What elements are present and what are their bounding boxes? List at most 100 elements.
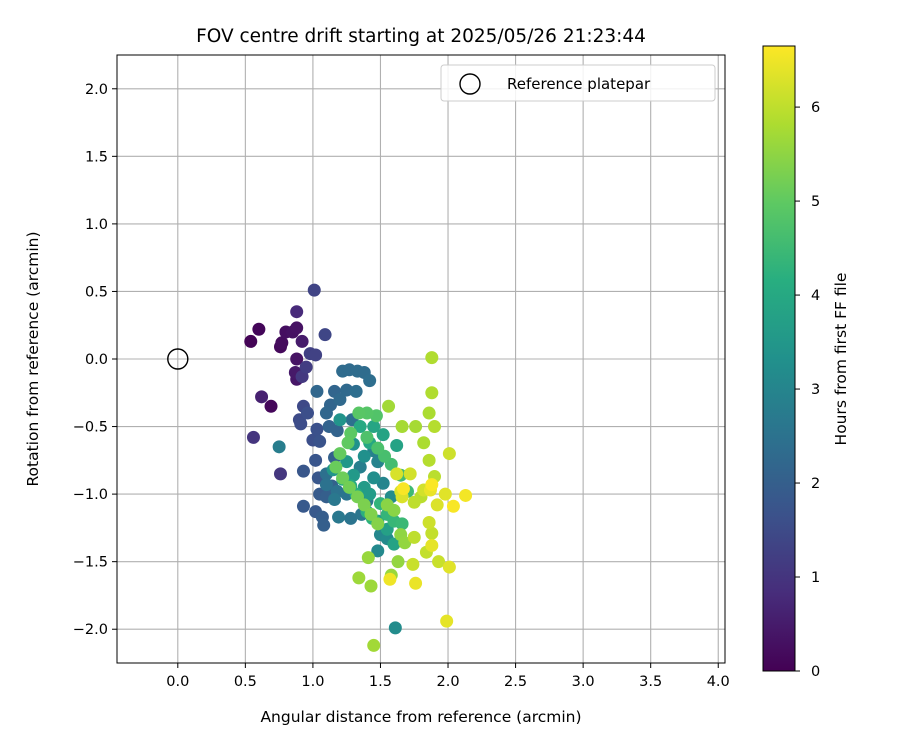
data-point bbox=[371, 441, 385, 455]
data-point bbox=[395, 420, 409, 434]
y-tick-label: −1.0 bbox=[73, 487, 108, 503]
data-point bbox=[406, 557, 420, 571]
x-tick-label: 3.0 bbox=[572, 674, 595, 690]
chart-title: FOV centre drift starting at 2025/05/26 … bbox=[196, 26, 646, 47]
data-point bbox=[329, 460, 343, 474]
data-point bbox=[407, 495, 421, 509]
data-point bbox=[252, 322, 266, 336]
data-point bbox=[310, 384, 324, 398]
data-point bbox=[290, 352, 304, 366]
data-point bbox=[430, 498, 444, 512]
y-tick-label: 1.0 bbox=[85, 217, 108, 233]
data-point bbox=[383, 572, 397, 586]
y-tick-label: −1.5 bbox=[73, 555, 108, 571]
data-point bbox=[387, 537, 401, 551]
data-point bbox=[425, 538, 439, 552]
data-point bbox=[432, 555, 446, 569]
y-tick-label: 1.5 bbox=[85, 149, 108, 165]
colorbar-tick-label: 2 bbox=[811, 476, 820, 492]
data-point bbox=[299, 360, 313, 374]
data-point bbox=[428, 420, 442, 434]
colorbar-label: Hours from first FF file bbox=[832, 273, 850, 446]
x-tick-label: 0.5 bbox=[234, 674, 257, 690]
data-point bbox=[367, 420, 381, 434]
y-tick-label: 0.0 bbox=[85, 352, 108, 368]
data-point bbox=[425, 386, 439, 400]
x-tick-label: 1.5 bbox=[369, 674, 392, 690]
data-point bbox=[363, 374, 377, 388]
colorbar-tick-label: 0 bbox=[811, 664, 820, 680]
data-point bbox=[336, 471, 350, 485]
data-point bbox=[310, 422, 324, 436]
data-point bbox=[255, 390, 269, 404]
colorbar-ticks: 0 1 2 3 4 5 6 bbox=[795, 100, 820, 680]
data-point bbox=[395, 517, 409, 531]
x-axis-label: Angular distance from reference (arcmin) bbox=[260, 708, 581, 726]
data-point bbox=[353, 420, 367, 434]
grid bbox=[117, 55, 725, 663]
data-point bbox=[357, 449, 371, 463]
x-tick-label: 3.5 bbox=[639, 674, 662, 690]
data-point bbox=[446, 499, 460, 513]
data-point bbox=[425, 351, 439, 365]
data-point bbox=[376, 428, 390, 442]
data-point bbox=[319, 478, 333, 492]
legend-label: Reference platepar bbox=[507, 75, 651, 93]
data-point bbox=[296, 499, 310, 513]
data-point bbox=[295, 334, 309, 348]
data-point bbox=[333, 413, 347, 427]
data-point bbox=[367, 471, 381, 485]
x-tick-label: 4.0 bbox=[707, 674, 730, 690]
x-tick-label: 0.0 bbox=[166, 674, 189, 690]
x-tick-label: 1.0 bbox=[301, 674, 324, 690]
data-point bbox=[376, 476, 390, 490]
data-point bbox=[328, 493, 342, 507]
data-point bbox=[382, 399, 396, 413]
x-axis-ticks: 0.0 0.5 1.0 1.5 2.0 2.5 3.0 3.5 4.0 bbox=[166, 663, 730, 690]
data-point bbox=[349, 384, 363, 398]
data-point bbox=[422, 515, 436, 529]
data-point bbox=[387, 503, 401, 517]
colorbar-gradient bbox=[762, 45, 796, 672]
data-point bbox=[360, 430, 374, 444]
y-axis-ticks: −2.0 −1.5 −1.0 −0.5 0.0 0.5 1.0 1.5 2.0 bbox=[73, 82, 117, 638]
data-point bbox=[313, 434, 327, 448]
data-point bbox=[388, 621, 402, 635]
data-point bbox=[364, 507, 378, 521]
data-point bbox=[330, 424, 344, 438]
data-point bbox=[425, 478, 439, 492]
colorbar: 0 1 2 3 4 5 6 Hours from first FF file bbox=[762, 45, 850, 680]
data-point bbox=[440, 614, 454, 628]
data-point bbox=[442, 447, 456, 461]
data-point bbox=[333, 393, 347, 407]
colorbar-tick-label: 5 bbox=[811, 194, 820, 210]
data-point bbox=[438, 487, 452, 501]
data-point bbox=[273, 467, 287, 481]
data-point bbox=[409, 420, 423, 434]
colorbar-tick-label: 1 bbox=[811, 570, 820, 586]
colorbar-tick-label: 6 bbox=[811, 100, 820, 116]
legend-box bbox=[440, 64, 716, 102]
data-point bbox=[352, 406, 366, 420]
data-point bbox=[409, 576, 423, 590]
data-point bbox=[390, 438, 404, 452]
y-tick-label: 0.5 bbox=[85, 284, 108, 300]
data-point bbox=[442, 560, 456, 574]
data-point bbox=[403, 467, 417, 481]
data-point bbox=[398, 536, 412, 550]
colorbar-tick-label: 3 bbox=[811, 382, 820, 398]
y-tick-label: 2.0 bbox=[85, 82, 108, 98]
data-point bbox=[309, 348, 323, 362]
data-point bbox=[275, 336, 289, 350]
data-point bbox=[417, 436, 431, 450]
data-point bbox=[296, 464, 310, 478]
data-point bbox=[371, 544, 385, 558]
data-point bbox=[425, 526, 439, 540]
data-point bbox=[294, 417, 308, 431]
colorbar-tick-label: 4 bbox=[811, 288, 820, 304]
data-point bbox=[422, 453, 436, 467]
data-point bbox=[264, 399, 278, 413]
data-point bbox=[318, 328, 332, 342]
data-point bbox=[422, 406, 436, 420]
